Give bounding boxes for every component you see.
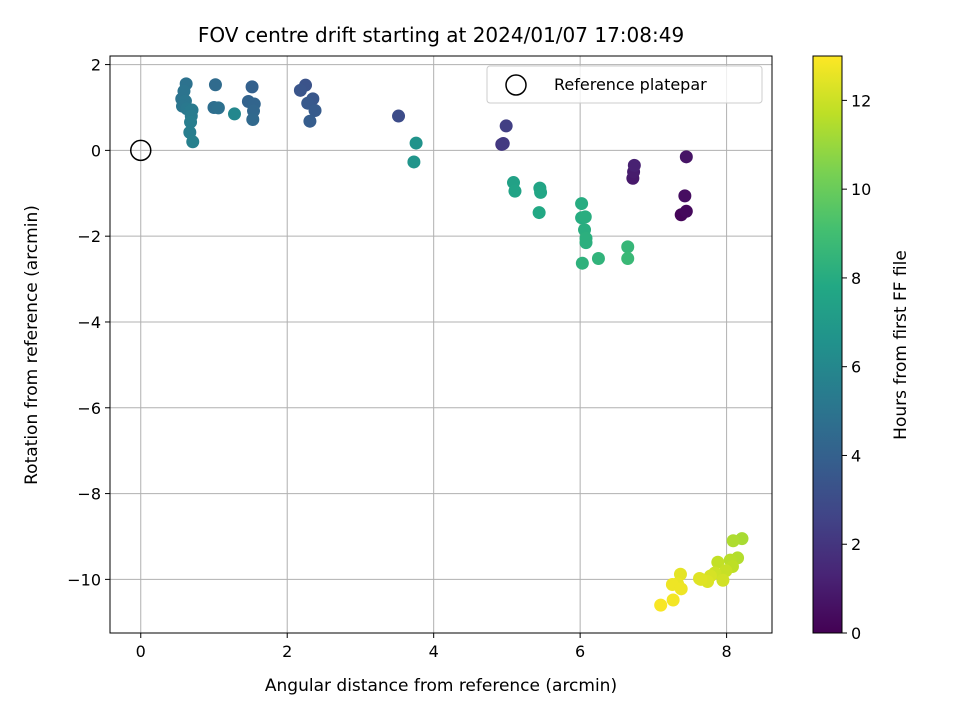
y-tick-label: −4 (77, 313, 101, 332)
x-axis-label: Angular distance from reference (arcmin) (265, 676, 617, 696)
data-point (654, 598, 668, 612)
y-tick-label: −8 (77, 485, 101, 504)
chart-title: FOV centre drift starting at 2024/01/07 … (198, 23, 684, 47)
colorbar-tick-label: 10 (851, 180, 871, 199)
y-tick-label: 2 (91, 56, 101, 75)
data-point (591, 251, 605, 265)
data-point (534, 185, 548, 199)
y-tick-label: −2 (77, 227, 101, 246)
data-point (392, 109, 406, 123)
data-point (679, 204, 693, 218)
data-point (678, 189, 692, 203)
data-point (293, 83, 307, 97)
data-point (303, 114, 317, 128)
data-point (308, 103, 322, 117)
data-point (227, 107, 241, 121)
plot-background (110, 56, 772, 633)
x-tick-label: 8 (722, 642, 732, 661)
y-axis-ticks: 2 0 −2 −4 −6 −8 −10 (67, 56, 110, 589)
colorbar-label: Hours from first FF file (891, 250, 911, 440)
legend-marker-icon (505, 74, 527, 96)
grid-lines (110, 56, 772, 633)
data-point (496, 137, 510, 151)
data-point (621, 240, 635, 254)
colorbar-tick-label: 0 (851, 624, 861, 643)
data-point (711, 555, 725, 569)
legend-box (486, 65, 763, 104)
data-point (499, 119, 513, 133)
legend-label: Reference platepar (554, 75, 707, 94)
legend: Reference platepar (486, 65, 763, 104)
colorbar-tick-label: 4 (851, 446, 861, 465)
x-tick-label: 4 (429, 642, 439, 661)
x-axis-ticks: 0 2 4 6 8 (136, 633, 732, 661)
data-point (208, 78, 222, 92)
data-point (575, 197, 589, 211)
data-point (674, 582, 688, 596)
data-point (186, 135, 200, 149)
data-point (621, 251, 635, 265)
y-axis-label: Rotation from reference (arcmin) (22, 205, 42, 485)
y-tick-label: −6 (77, 399, 101, 418)
data-point (716, 573, 730, 587)
data-point (575, 256, 589, 270)
colorbar-tick-label: 2 (851, 535, 861, 554)
x-tick-label: 2 (282, 642, 292, 661)
data-point (508, 184, 522, 198)
colorbar: 0 2 4 6 8 10 12 Hours from first FF file (812, 55, 911, 643)
data-point (694, 572, 708, 586)
data-point (246, 112, 260, 126)
reference-platepar-marker (130, 139, 152, 162)
scatter-points (175, 77, 749, 612)
data-point (409, 136, 423, 150)
data-point (726, 534, 740, 548)
data-point (627, 158, 641, 172)
colorbar-gradient (812, 55, 843, 634)
data-point (211, 101, 225, 115)
data-point (679, 150, 693, 164)
colorbar-tick-label: 12 (851, 91, 871, 110)
colorbar-tick-label: 6 (851, 358, 861, 377)
x-tick-label: 0 (136, 642, 146, 661)
data-point (666, 593, 680, 607)
colorbar-tick-label: 8 (851, 269, 861, 288)
data-point (578, 210, 592, 224)
data-point (245, 80, 259, 94)
x-tick-label: 6 (575, 642, 585, 661)
data-point (532, 206, 546, 220)
y-tick-label: −10 (67, 570, 101, 589)
data-point (407, 155, 421, 169)
plot-frame (109, 55, 773, 634)
data-point (579, 236, 593, 250)
data-point (184, 115, 198, 129)
colorbar-ticks: 0 2 4 6 8 10 12 (842, 91, 871, 643)
y-tick-label: 0 (91, 141, 101, 160)
